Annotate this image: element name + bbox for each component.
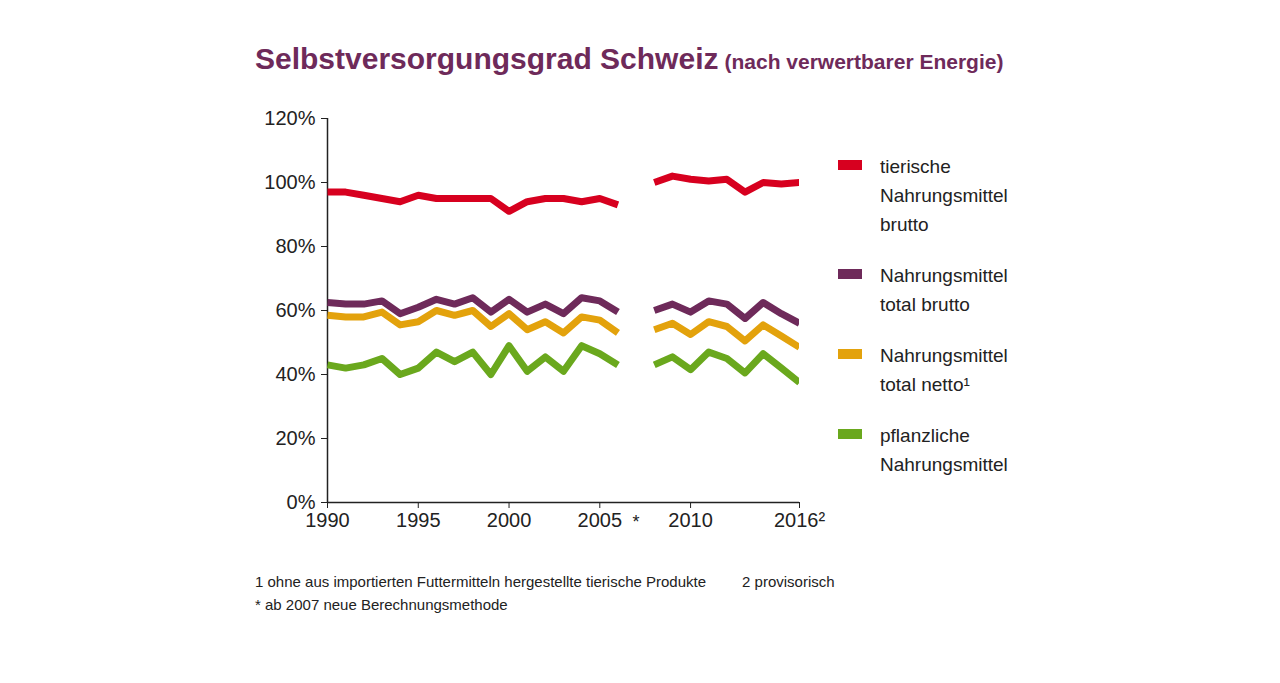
svg-text:40%: 40%: [275, 363, 315, 385]
svg-text:2000: 2000: [487, 509, 532, 531]
svg-text:1990: 1990: [305, 509, 350, 531]
svg-text:100%: 100%: [264, 171, 315, 193]
html-text:pflanzliche Nahrungsmittel: pflanzliche Nahrungsmittel: [880, 425, 1008, 475]
html-text:2 provisorisch: 2 provisorisch: [742, 573, 835, 590]
html-text:Nahrungsmittel total netto¹: Nahrungsmittel total netto¹: [880, 345, 1008, 395]
svg-text:2005: 2005: [578, 509, 623, 531]
html-text:* ab 2007 neue Berechnungsmeth: * ab 2007 neue Berechnungsmethode: [255, 596, 508, 613]
html-text:Selbstversorgungsgrad Schweiz: Selbstversorgungsgrad Schweiz (nach verw…: [255, 42, 1004, 75]
svg-text:60%: 60%: [275, 299, 315, 321]
svg-text:1995: 1995: [396, 509, 441, 531]
html-text:1 ohne aus importierten Futter: 1 ohne aus importierten Futtermitteln he…: [255, 573, 707, 590]
svg-text:2016²: 2016²: [774, 509, 825, 531]
svg-text:0%: 0%: [286, 490, 316, 513]
svg-text:80%: 80%: [275, 235, 315, 257]
svg-text:120%: 120%: [264, 107, 315, 129]
svg-text:*: *: [633, 512, 640, 532]
html-text:tierische Nahrungsmittel brutt: tierische Nahrungsmittel brutto: [880, 156, 1008, 235]
svg-text:20%: 20%: [275, 427, 315, 449]
svg-text:2010: 2010: [668, 509, 713, 531]
html-text:Nahrungsmittel total brutto: Nahrungsmittel total brutto: [880, 265, 1008, 315]
